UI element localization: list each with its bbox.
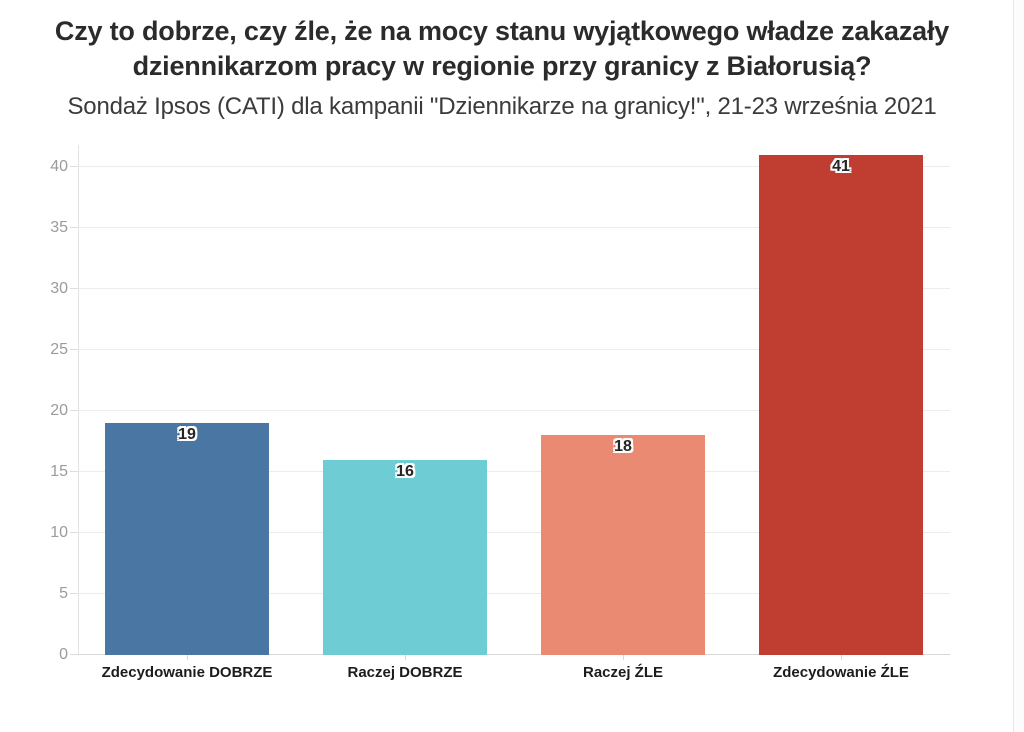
bar: 41	[759, 154, 923, 655]
y-axis-tick-mark	[70, 409, 78, 411]
grid-line	[78, 409, 950, 411]
chart-title: Czy to dobrze, czy źle, że na mocy stanu…	[0, 14, 1004, 84]
scrollbar-track[interactable]	[1013, 0, 1024, 732]
y-axis-tick-label: 10	[50, 524, 68, 541]
y-axis-tick-label: 0	[59, 646, 68, 663]
y-axis-tick-label: 40	[50, 157, 68, 175]
grid-line	[78, 654, 950, 655]
bar: 19	[105, 423, 269, 655]
y-axis-tick-mark	[70, 654, 78, 655]
y-axis-tick-mark	[70, 165, 78, 167]
x-axis-tick-mark	[187, 655, 188, 660]
plot-area: 0 5 10 15 20 25 30 35 40 19 Zdecydowanie DOBRZE 16 R…	[50, 145, 950, 681]
y-axis-tick-mark	[70, 593, 78, 594]
x-axis-tick-mark	[841, 655, 842, 660]
chart-subtitle: Sondaż Ipsos (CATI) dla kampanii "Dzienn…	[67, 93, 937, 120]
grid-line	[78, 287, 950, 289]
bar-value-label: 19	[178, 426, 196, 444]
y-axis-tick-label: 5	[59, 585, 68, 602]
category-label: Zdecydowanie DOBRZE	[101, 664, 273, 681]
x-axis-tick-mark	[405, 655, 406, 660]
bar-value-label: 16	[396, 462, 414, 480]
bar-value-label: 41	[832, 157, 850, 175]
grid-line	[78, 471, 950, 472]
category-label: Zdecydowanie ŹLE	[773, 664, 909, 681]
y-axis-tick-label: 25	[50, 340, 68, 358]
y-axis-tick-mark	[70, 532, 78, 533]
grid-line	[78, 348, 950, 350]
y-axis-tick-mark	[70, 471, 78, 472]
chart-title-line: Czy to dobrze, czy źle, że na mocy stanu…	[54, 16, 950, 46]
y-axis-tick-label: 35	[50, 218, 68, 236]
bar-value-label: 18	[614, 438, 632, 456]
chart-title-line: dziennikarzom pracy w regionie przy gran…	[132, 51, 872, 81]
y-axis-line	[78, 145, 79, 655]
y-axis-tick-mark	[70, 287, 78, 289]
bar: 16	[323, 459, 487, 655]
category-label: Raczej DOBRZE	[347, 664, 463, 681]
x-axis-tick-mark	[623, 655, 624, 660]
y-axis-tick-label: 15	[50, 463, 68, 480]
grid-line	[78, 532, 950, 533]
y-axis-tick-label: 30	[50, 279, 68, 297]
y-axis-tick-label: 20	[50, 401, 68, 419]
bar: 18	[541, 435, 705, 655]
y-axis-tick-mark	[70, 226, 78, 228]
grid-line	[78, 165, 950, 167]
grid-line	[78, 226, 950, 228]
category-label: Raczej ŹLE	[582, 664, 664, 681]
grid-line	[78, 593, 950, 594]
y-axis-tick-mark	[70, 348, 78, 350]
chart-header: Czy to dobrze, czy źle, że na mocy stanu…	[0, 14, 1004, 122]
